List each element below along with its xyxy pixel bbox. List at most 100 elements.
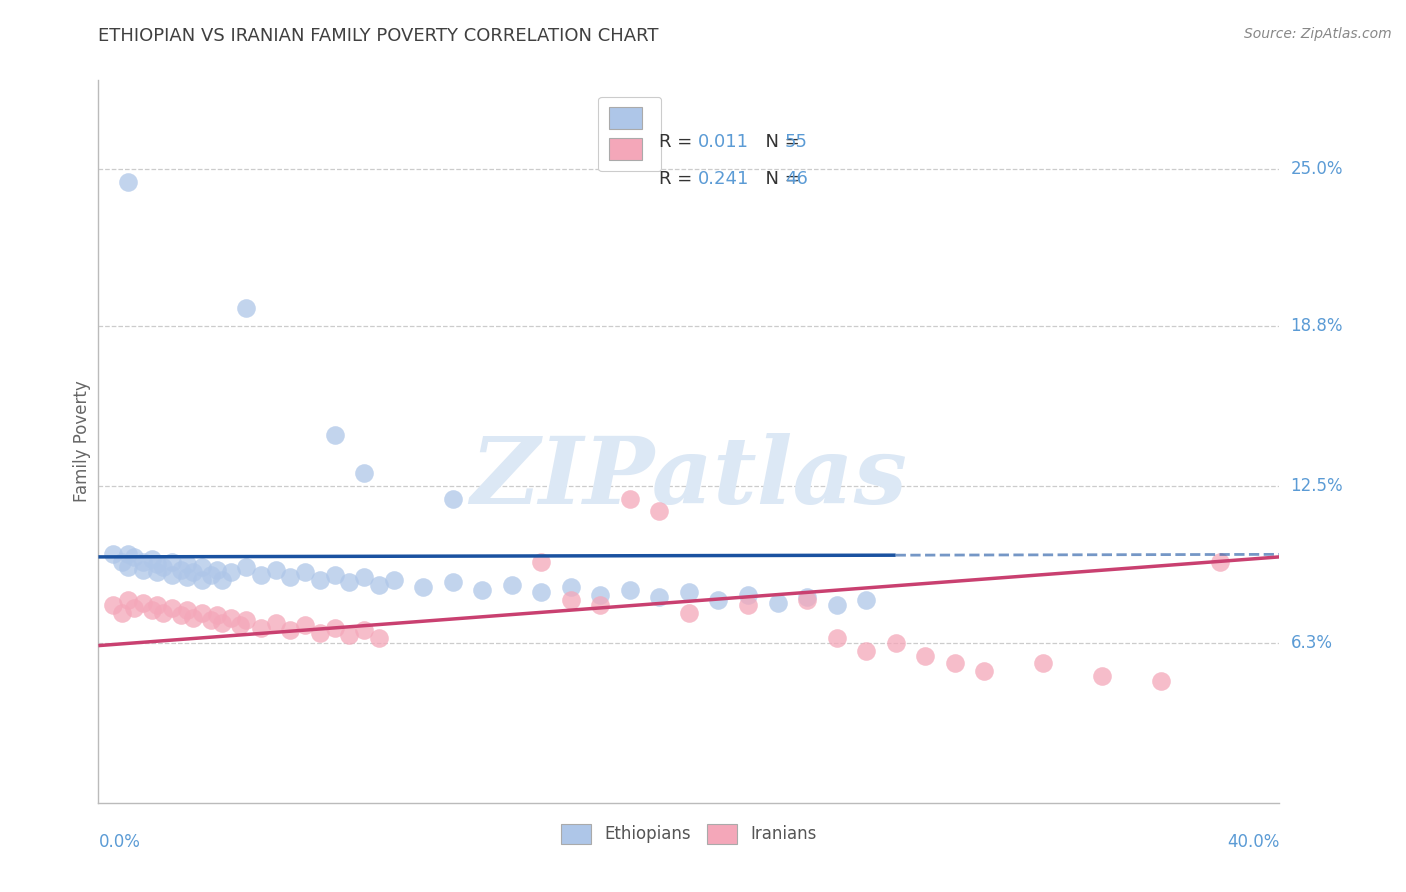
Text: Source: ZipAtlas.com: Source: ZipAtlas.com bbox=[1244, 27, 1392, 41]
Point bbox=[181, 565, 204, 579]
Point bbox=[855, 643, 877, 657]
Point bbox=[766, 595, 789, 609]
Point bbox=[200, 613, 222, 627]
Point bbox=[796, 591, 818, 605]
Point bbox=[737, 588, 759, 602]
Point bbox=[205, 563, 228, 577]
Point bbox=[103, 598, 125, 612]
Point bbox=[229, 618, 252, 632]
Point bbox=[221, 611, 243, 625]
Point bbox=[111, 606, 134, 620]
Point bbox=[323, 567, 346, 582]
Point bbox=[678, 606, 700, 620]
Point bbox=[141, 552, 163, 566]
Point bbox=[589, 598, 612, 612]
Point bbox=[152, 606, 174, 620]
Point bbox=[368, 631, 391, 645]
Point bbox=[339, 628, 361, 642]
Text: 55: 55 bbox=[785, 133, 808, 151]
Point bbox=[191, 606, 214, 620]
Point bbox=[309, 573, 332, 587]
Text: 6.3%: 6.3% bbox=[1291, 634, 1333, 652]
Point bbox=[162, 600, 183, 615]
Point bbox=[280, 570, 302, 584]
Point bbox=[103, 547, 125, 561]
Point bbox=[323, 428, 346, 442]
Point bbox=[264, 563, 287, 577]
Point bbox=[560, 580, 582, 594]
Point bbox=[146, 565, 169, 579]
Text: ETHIOPIAN VS IRANIAN FAMILY POVERTY CORRELATION CHART: ETHIOPIAN VS IRANIAN FAMILY POVERTY CORR… bbox=[98, 27, 659, 45]
Point bbox=[191, 573, 214, 587]
Legend: Ethiopians, Iranians: Ethiopians, Iranians bbox=[553, 815, 825, 852]
Point bbox=[619, 582, 641, 597]
Point bbox=[176, 570, 198, 584]
Text: 25.0%: 25.0% bbox=[1291, 160, 1343, 178]
Point bbox=[141, 603, 163, 617]
Text: 46: 46 bbox=[785, 170, 808, 188]
Point bbox=[235, 613, 257, 627]
Point bbox=[117, 175, 139, 189]
Point bbox=[825, 631, 848, 645]
Point bbox=[648, 504, 671, 518]
Point bbox=[117, 560, 139, 574]
Point bbox=[368, 578, 391, 592]
Text: N =: N = bbox=[754, 170, 806, 188]
Point bbox=[471, 582, 494, 597]
Point bbox=[221, 565, 243, 579]
Point bbox=[353, 624, 375, 638]
Point bbox=[235, 301, 257, 316]
Point bbox=[943, 657, 966, 671]
Point bbox=[441, 575, 464, 590]
Point bbox=[132, 563, 155, 577]
Point bbox=[678, 585, 700, 599]
Point bbox=[707, 593, 730, 607]
Point bbox=[737, 598, 759, 612]
Point bbox=[235, 560, 257, 574]
Point bbox=[176, 558, 198, 572]
Text: R =: R = bbox=[658, 133, 697, 151]
Point bbox=[162, 567, 183, 582]
Point bbox=[122, 549, 145, 564]
Point bbox=[796, 593, 818, 607]
Point bbox=[339, 575, 361, 590]
Point bbox=[855, 593, 877, 607]
Point bbox=[589, 588, 612, 602]
Point bbox=[973, 664, 995, 678]
Text: 12.5%: 12.5% bbox=[1291, 477, 1343, 495]
Point bbox=[205, 608, 228, 623]
Point bbox=[211, 615, 233, 630]
Point bbox=[132, 595, 155, 609]
Point bbox=[200, 567, 222, 582]
Point bbox=[309, 626, 332, 640]
Point bbox=[294, 618, 316, 632]
Text: 0.0%: 0.0% bbox=[98, 833, 141, 851]
Point bbox=[530, 555, 553, 569]
Text: N =: N = bbox=[754, 133, 806, 151]
Point bbox=[1091, 669, 1114, 683]
Point bbox=[884, 636, 907, 650]
Point bbox=[530, 585, 553, 599]
Point bbox=[152, 560, 174, 574]
Point bbox=[146, 558, 169, 572]
Point bbox=[181, 611, 204, 625]
Text: 40.0%: 40.0% bbox=[1227, 833, 1279, 851]
Point bbox=[914, 648, 936, 663]
Point bbox=[1209, 555, 1232, 569]
Point bbox=[1032, 657, 1054, 671]
Text: ZIPatlas: ZIPatlas bbox=[471, 433, 907, 523]
Point bbox=[170, 608, 193, 623]
Point bbox=[146, 598, 169, 612]
Point bbox=[122, 600, 145, 615]
Point bbox=[353, 570, 375, 584]
Point bbox=[441, 491, 464, 506]
Point bbox=[117, 593, 139, 607]
Point bbox=[162, 555, 183, 569]
Point bbox=[170, 563, 193, 577]
Point bbox=[825, 598, 848, 612]
Text: 0.011: 0.011 bbox=[697, 133, 749, 151]
Point bbox=[191, 560, 214, 574]
Point bbox=[560, 593, 582, 607]
Text: 0.241: 0.241 bbox=[697, 170, 749, 188]
Point bbox=[280, 624, 302, 638]
